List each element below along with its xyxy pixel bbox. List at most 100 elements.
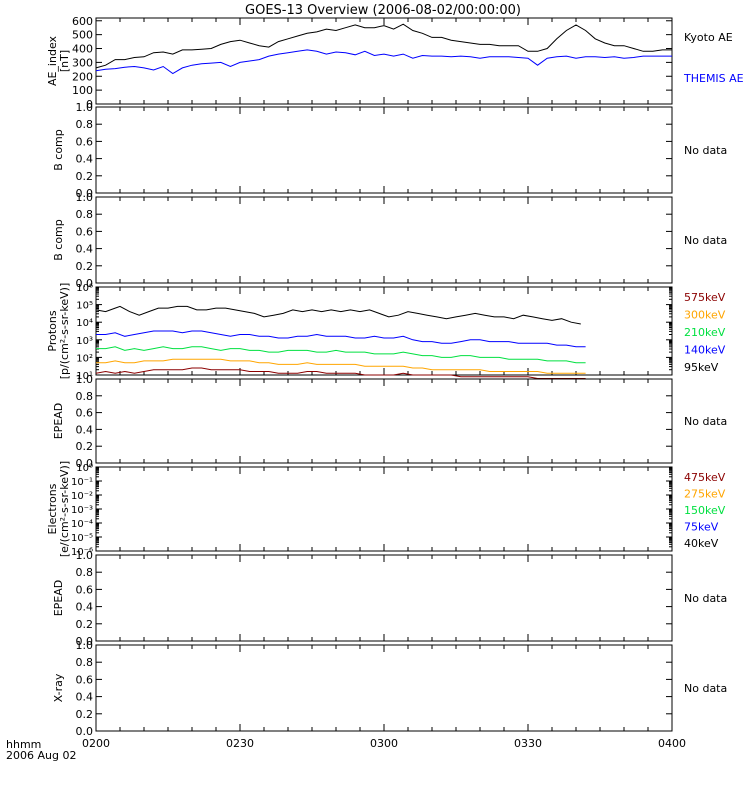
legend-entry: 575keV [684,291,726,304]
series-line-575kev [95,367,586,379]
y-tick-label: 0.6 [76,673,94,686]
y-tick-label: 0.0 [76,635,94,648]
y-axis-label: [nT] [58,50,71,72]
y-tick-label: 10⁰ [76,463,93,474]
y-axis-label: B comp [52,219,65,261]
y-tick-label: 0 [86,98,93,111]
legend-entry: 40keV [684,537,719,550]
panel-xray: 0.0 0.2 0.4 0.6 0.8 1.0 X-ray No data [52,639,727,738]
no-data-note: No data [684,415,727,428]
y-tick-label: 100 [72,84,93,97]
series-line-140kev [96,330,586,348]
y-tick-label: 0.0 [76,187,94,200]
time-axis-label-date: 2006 Aug 02 [6,749,76,762]
y-tick-label: 0.2 [76,260,94,273]
y-tick-label: 10¹ [76,371,93,382]
y-tick-label: 0.0 [76,457,94,470]
y-tick-label: 1.0 [76,191,94,204]
y-tick-label: 0.6 [76,407,94,420]
y-tick-label: 0.2 [76,170,94,183]
y-axis-label: [p/(cm²-s-sr-keV)] [58,283,71,380]
series-line-themis-ae [95,49,672,75]
series-line-95kev [95,305,581,325]
y-tick-label: 0.0 [76,277,94,290]
y-tick-label: 10⁻² [71,491,93,502]
panel-bcomp2: 0.0 0.2 0.4 0.6 0.8 1.0 B comp No data [52,191,727,290]
y-tick-label: 500 [72,29,93,42]
y-tick-label: 0.2 [76,440,94,453]
y-tick-label: 10⁻⁴ [71,519,93,530]
panel-frame [95,644,673,732]
figure-title: GOES-13 Overview (2006-08-02/00:00:00) [245,3,521,18]
panel-frame [95,378,673,464]
y-tick-label: 200 [72,70,93,83]
panel-frame [95,196,673,284]
y-tick-label: 0.4 [76,423,94,436]
y-axis-label: AE_index [46,35,59,86]
no-data-note: No data [684,234,727,247]
y-tick-label: 10⁻¹ [71,477,93,488]
y-axis-label: B comp [52,129,65,171]
y-tick-label: 0.6 [76,135,94,148]
y-tick-label: 0.2 [76,618,94,631]
panel-protons: 10¹ 10² 10³ 10⁴ 10⁵ 10⁶ Protons [p/(cm²-s-sr-ke… [46,283,726,382]
y-tick-label: 0.4 [76,601,94,614]
time-axis-label-hhmm: hhmm [6,738,41,751]
y-tick-label: 0.8 [76,390,94,403]
y-tick-label: 10⁻⁵ [71,533,93,544]
y-tick-label: 10⁻⁶ [71,547,93,558]
y-axis-label: Protons [46,310,59,351]
y-tick-label: 0.4 [76,153,94,166]
panel-frame [95,554,673,642]
legend-entry: 210keV [684,326,726,339]
panel-electrons: 10⁻⁶ 10⁻⁵ 10⁻⁴ 10⁻³ 10⁻² 10⁻¹ 10⁰ Electrons [e/(… [46,461,726,558]
no-data-note: No data [684,144,727,157]
series-line-300kev [96,358,586,374]
y-tick-label: 1.0 [76,373,94,386]
series-line-kyoto-ae [95,23,672,69]
time-axis: hhmm 2006 Aug 02 0200 0230 0300 0330 0400 [6,737,686,762]
y-tick-label: 0.4 [76,243,94,256]
y-axis-label: EPEAD [52,580,65,617]
y-tick-label: 10⁶ [76,283,93,294]
y-tick-label: 1.0 [76,639,94,652]
panel-frame [95,286,673,376]
legend-entry: 75keV [684,521,719,534]
y-tick-label: 0.8 [76,208,94,221]
panel-epead2: 0.0 0.2 0.4 0.6 0.8 1.0 EPEAD No data [52,549,727,648]
y-tick-label: 300 [72,56,93,69]
y-axis-label: EPEAD [52,403,65,440]
y-tick-label: 1.0 [76,101,94,114]
legend-entry: 95keV [684,361,719,374]
time-tick-label: 0200 [82,737,110,750]
legend-entry: 275keV [684,488,726,501]
y-tick-label: 600 [72,15,93,28]
legend-entry: 475keV [684,471,726,484]
y-tick-label: 10³ [76,336,93,347]
time-tick-label: 0230 [226,737,254,750]
time-tick-label: 0400 [658,737,686,750]
panel-frame [95,466,673,552]
panel-frame [95,106,673,194]
legend-entry: Kyoto AE [684,31,733,44]
y-tick-label: 1.0 [76,549,94,562]
time-tick-label: 0300 [370,737,398,750]
y-tick-label: 10² [76,353,93,364]
no-data-note: No data [684,682,727,695]
legend-entry: 300keV [684,309,726,322]
y-tick-label: 0.6 [76,225,94,238]
y-axis-label: [e/(cm²-s-sr-keV)] [58,461,71,557]
y-tick-label: 10⁻³ [71,505,93,516]
y-tick-label: 0.8 [76,656,94,669]
legend-entry: 140keV [684,344,726,357]
y-tick-label: 10⁴ [76,318,93,329]
y-tick-label: 400 [72,43,93,56]
no-data-note: No data [684,592,727,605]
y-tick-label: 0.6 [76,583,94,596]
panel-bcomp1: 0.0 0.2 0.4 0.6 0.8 1.0 B comp No data [52,101,727,200]
time-tick-label: 0330 [514,737,542,750]
y-tick-label: 0.8 [76,566,94,579]
